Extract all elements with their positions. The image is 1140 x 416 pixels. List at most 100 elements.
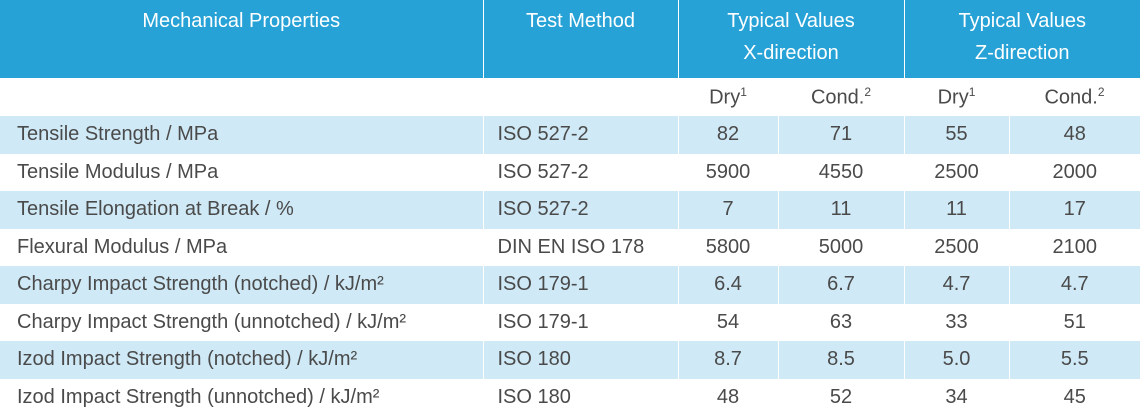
cell-text: 11 xyxy=(830,198,852,221)
subheader-cell: Dry1 xyxy=(678,78,778,116)
value-cell: 5.0 xyxy=(903,341,1010,379)
cell-text: 4.7 xyxy=(942,273,971,296)
cell-text: 55 xyxy=(945,123,968,146)
header-cell: Typical Values X-direction xyxy=(677,0,905,78)
subheader-cell: Cond.2 xyxy=(1009,78,1140,116)
data-row: Tensile Elongation at Break / % ISO 527-2… xyxy=(0,191,1140,229)
cell-text: 2100 xyxy=(1052,235,1098,258)
data-row: Tensile Modulus / MPa ISO 527-2 5900 4550 25… xyxy=(0,153,1140,191)
cell-text: DIN EN ISO 178 xyxy=(497,235,645,258)
value-cell: 6.7 xyxy=(777,266,905,304)
value-cell: 45 xyxy=(1008,378,1140,416)
cell-text: Tensile Strength / MPa xyxy=(17,123,219,146)
cell-text: ISO 527-2 xyxy=(497,198,589,221)
property-cell: Charpy Impact Strength (notched) / kJ/m² xyxy=(0,266,483,304)
cell-text: ISO 527-2 xyxy=(497,160,589,183)
cell-text: ISO 180 xyxy=(497,348,571,371)
method-cell: ISO 180 xyxy=(482,378,678,416)
value-cell: 63 xyxy=(777,303,905,341)
data-row: Izod Impact Strength (notched) / kJ/m² IS… xyxy=(0,341,1140,379)
cell-text: 51 xyxy=(1063,310,1086,333)
cell-text: Charpy Impact Strength (notched) / kJ/m² xyxy=(17,273,384,296)
value-cell: 34 xyxy=(903,378,1010,416)
value-cell: 5800 xyxy=(677,228,778,266)
cell-text: Izod Impact Strength (notched) / kJ/m² xyxy=(17,348,358,371)
cell-text: 52 xyxy=(829,385,853,408)
data-row: Tensile Strength / MPa ISO 527-2 82 71 55 48 xyxy=(0,116,1140,154)
cell-text: ISO 527-2 xyxy=(497,123,589,146)
data-row: Flexural Modulus / MPa DIN EN ISO 178 5800… xyxy=(0,228,1140,267)
cell-text: 11 xyxy=(946,198,967,221)
value-cell: 55 xyxy=(903,116,1010,154)
method-cell: ISO 527-2 xyxy=(482,153,678,191)
cell-text: 2500 xyxy=(934,160,979,183)
cell-text: 7 xyxy=(722,198,734,221)
property-cell: Tensile Elongation at Break / % xyxy=(0,191,483,229)
cell-text: 48 xyxy=(716,385,740,408)
cell-text: 71 xyxy=(829,123,853,146)
cell-text: 6.7 xyxy=(827,273,855,296)
cell-text: 34 xyxy=(945,385,968,408)
header-text: Mechanical Properties xyxy=(142,10,341,32)
cell-text: 5.5 xyxy=(1060,348,1089,371)
cell-text: 5000 xyxy=(818,235,864,258)
header-text: Z-direction xyxy=(975,42,1070,64)
property-cell: Flexural Modulus / MPa xyxy=(0,229,483,267)
cell-text: 5900 xyxy=(705,160,751,183)
method-cell: ISO 179-1 xyxy=(482,303,678,341)
value-cell: 6.4 xyxy=(677,266,778,304)
value-cell: 17 xyxy=(1008,191,1140,229)
value-cell: 2500 xyxy=(903,228,1010,266)
value-cell: 11 xyxy=(903,191,1010,229)
cell-text: 6.4 xyxy=(714,273,742,296)
header-text: Typical Values xyxy=(958,10,1087,32)
method-cell: DIN EN ISO 178 xyxy=(482,228,678,266)
cell-text: ISO 179-1 xyxy=(497,273,589,296)
value-cell: 33 xyxy=(903,303,1010,341)
method-cell: ISO 180 xyxy=(482,341,678,379)
footnote-mark: 1 xyxy=(968,84,976,99)
header-cell: Typical Values Z-direction xyxy=(903,0,1140,78)
cell-text: 63 xyxy=(829,310,853,333)
cell-text: 2500 xyxy=(934,235,979,258)
cell-text: Tensile Elongation at Break / % xyxy=(17,198,294,221)
subheader-cell: Dry1 xyxy=(904,78,1009,116)
cell-text: 8.7 xyxy=(714,348,742,371)
value-cell: 4.7 xyxy=(903,266,1010,304)
value-cell: 4550 xyxy=(777,153,905,191)
value-cell: 82 xyxy=(677,116,778,154)
cell-text: Tensile Modulus / MPa xyxy=(17,160,219,183)
property-cell: Tensile Strength / MPa xyxy=(0,116,483,154)
cell-text: 4550 xyxy=(818,160,864,183)
header-cell: Mechanical Properties xyxy=(0,0,483,78)
value-cell: 2000 xyxy=(1008,153,1140,191)
cell-text: Charpy Impact Strength (unnotched) / kJ/… xyxy=(17,310,407,333)
value-cell: 2500 xyxy=(903,153,1010,191)
data-row: Charpy Impact Strength (notched) / kJ/m²… xyxy=(0,266,1140,304)
value-cell: 51 xyxy=(1008,303,1140,341)
subheader-text: Cond. xyxy=(1044,86,1098,109)
footnote-mark: 2 xyxy=(864,84,872,99)
method-cell: ISO 527-2 xyxy=(482,116,678,154)
data-row: Charpy Impact Strength (unnotched) / kJ/… xyxy=(0,303,1140,341)
value-cell: 71 xyxy=(777,116,905,154)
footnote-mark: 1 xyxy=(740,84,747,99)
data-row: Izod Impact Strength (unnotched) / kJ/m²… xyxy=(0,378,1140,416)
cell-text: Izod Impact Strength (unnotched) / kJ/m² xyxy=(17,385,380,408)
cell-text: 54 xyxy=(716,310,740,333)
cell-text: ISO 179-1 xyxy=(497,310,589,333)
property-cell: Izod Impact Strength (notched) / kJ/m² xyxy=(0,341,483,379)
value-cell: 4.7 xyxy=(1008,266,1140,304)
header-text: Typical Values xyxy=(727,10,855,32)
header-text: Test Method xyxy=(526,10,635,32)
value-cell: 8.5 xyxy=(777,341,905,379)
empty-cell xyxy=(0,78,483,116)
method-cell: ISO 527-2 xyxy=(482,191,678,229)
value-cell: 48 xyxy=(677,378,778,416)
footnote-mark: 2 xyxy=(1097,84,1105,99)
value-cell: 2100 xyxy=(1008,228,1140,266)
cell-text: 2000 xyxy=(1052,160,1098,183)
cell-text: 8.5 xyxy=(827,348,855,371)
